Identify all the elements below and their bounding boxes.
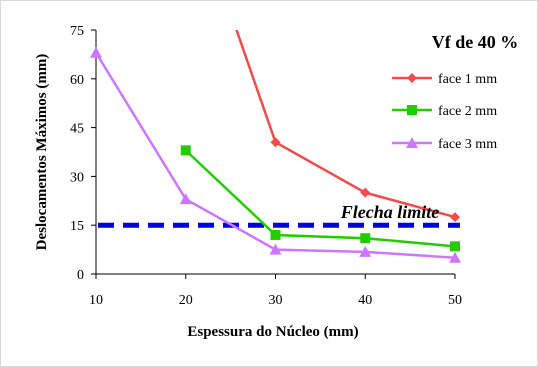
legend-label: face 3 mm xyxy=(438,137,497,152)
x-axis-title: Espessura do Núcleo (mm) xyxy=(187,324,358,340)
y-tick-label: 30 xyxy=(70,170,84,185)
y-axis-title: Deslocamentos Máximos (mm) xyxy=(34,54,50,251)
data-point-series-3 xyxy=(449,251,461,263)
legend-swatch-marker xyxy=(406,137,418,148)
series-line-1 xyxy=(235,30,456,219)
legend-swatch-marker xyxy=(407,105,417,115)
y-tick-label: 45 xyxy=(70,122,84,137)
x-tick-label: 20 xyxy=(179,293,193,308)
reference-line-label: Flecha limite xyxy=(340,202,440,222)
data-point-series-1 xyxy=(270,137,281,148)
data-point-series-1 xyxy=(360,187,371,198)
data-point-series-3 xyxy=(269,243,282,255)
legend-label: face 1 mm xyxy=(438,72,497,87)
legend-swatch-marker xyxy=(407,73,417,83)
y-tick-label: 75 xyxy=(70,24,84,39)
x-tick-label: 10 xyxy=(89,293,103,308)
y-tick-label: 0 xyxy=(77,268,84,283)
data-point-series-1 xyxy=(450,212,460,223)
data-point-series-3 xyxy=(90,46,102,58)
y-tick-label: 60 xyxy=(70,73,84,88)
x-tick-label: 50 xyxy=(448,293,462,308)
chart-title: Vf de 40 % xyxy=(432,32,519,52)
data-point-series-2 xyxy=(270,229,281,240)
data-point-series-3 xyxy=(179,193,192,205)
legend: face 1 mm face 2 mm face 3 mm xyxy=(392,72,497,152)
x-tick-label: 30 xyxy=(269,293,283,308)
data-point-series-2 xyxy=(360,233,371,244)
data-point-series-2 xyxy=(450,241,460,252)
x-tick-label: 40 xyxy=(358,293,372,308)
data-point-series-3 xyxy=(359,245,372,257)
series-line-2 xyxy=(184,149,456,248)
y-tick-label: 15 xyxy=(70,219,84,234)
data-point-series-2 xyxy=(180,145,191,156)
legend-label: face 2 mm xyxy=(438,104,497,119)
